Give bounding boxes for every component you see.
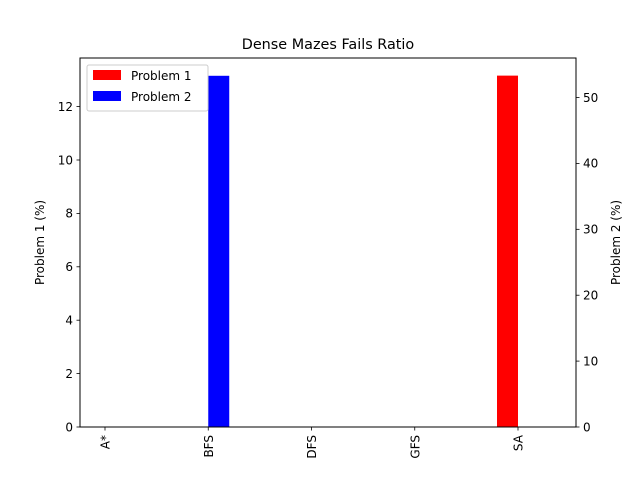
y-right-tick-label: 20	[583, 289, 598, 303]
legend-swatch-problem-2	[93, 91, 121, 101]
y-left-tick-label: 12	[58, 100, 73, 114]
y-right-tick-label: 50	[583, 91, 598, 105]
y-left-tick-label: 8	[65, 207, 73, 221]
y-axis-left-label: Problem 1 (%)	[33, 200, 47, 285]
y-right-tick-label: 0	[583, 420, 591, 434]
y-right-tick-label: 10	[583, 354, 598, 368]
x-tick-label: GFS	[408, 435, 422, 459]
y-axis-left: 0 2 4 6 8 10 12	[58, 100, 80, 434]
legend-label-problem-1: Problem 1	[131, 69, 192, 83]
bar-problem-1-sa	[497, 75, 518, 428]
x-tick-label: BFS	[202, 435, 216, 458]
x-tick-label: DFS	[305, 435, 319, 459]
bar-problem-2-bfs	[208, 75, 230, 427]
legend-label-problem-2: Problem 2	[131, 90, 192, 104]
x-tick-label: A*	[99, 435, 113, 449]
y-right-tick-label: 30	[583, 223, 598, 237]
legend: Problem 1 Problem 2	[86, 64, 209, 112]
y-left-tick-label: 4	[65, 313, 73, 327]
y-left-tick-label: 0	[65, 420, 73, 434]
y-axis-right-label: Problem 2 (%)	[609, 200, 623, 285]
y-right-tick-label: 40	[583, 157, 598, 171]
chart-title: Dense Mazes Fails Ratio	[242, 37, 415, 53]
y-axis-right: 0 10 20 30 40 50	[576, 91, 598, 434]
bars-group	[208, 75, 518, 428]
y-left-tick-label: 2	[65, 367, 73, 381]
x-tick-label: SA	[512, 434, 526, 451]
x-axis: A* BFS DFS GFS SA	[99, 427, 526, 459]
legend-swatch-problem-1	[93, 70, 121, 80]
plot-frame	[79, 57, 577, 428]
y-left-tick-label: 10	[58, 153, 73, 167]
y-left-tick-label: 6	[65, 260, 73, 274]
